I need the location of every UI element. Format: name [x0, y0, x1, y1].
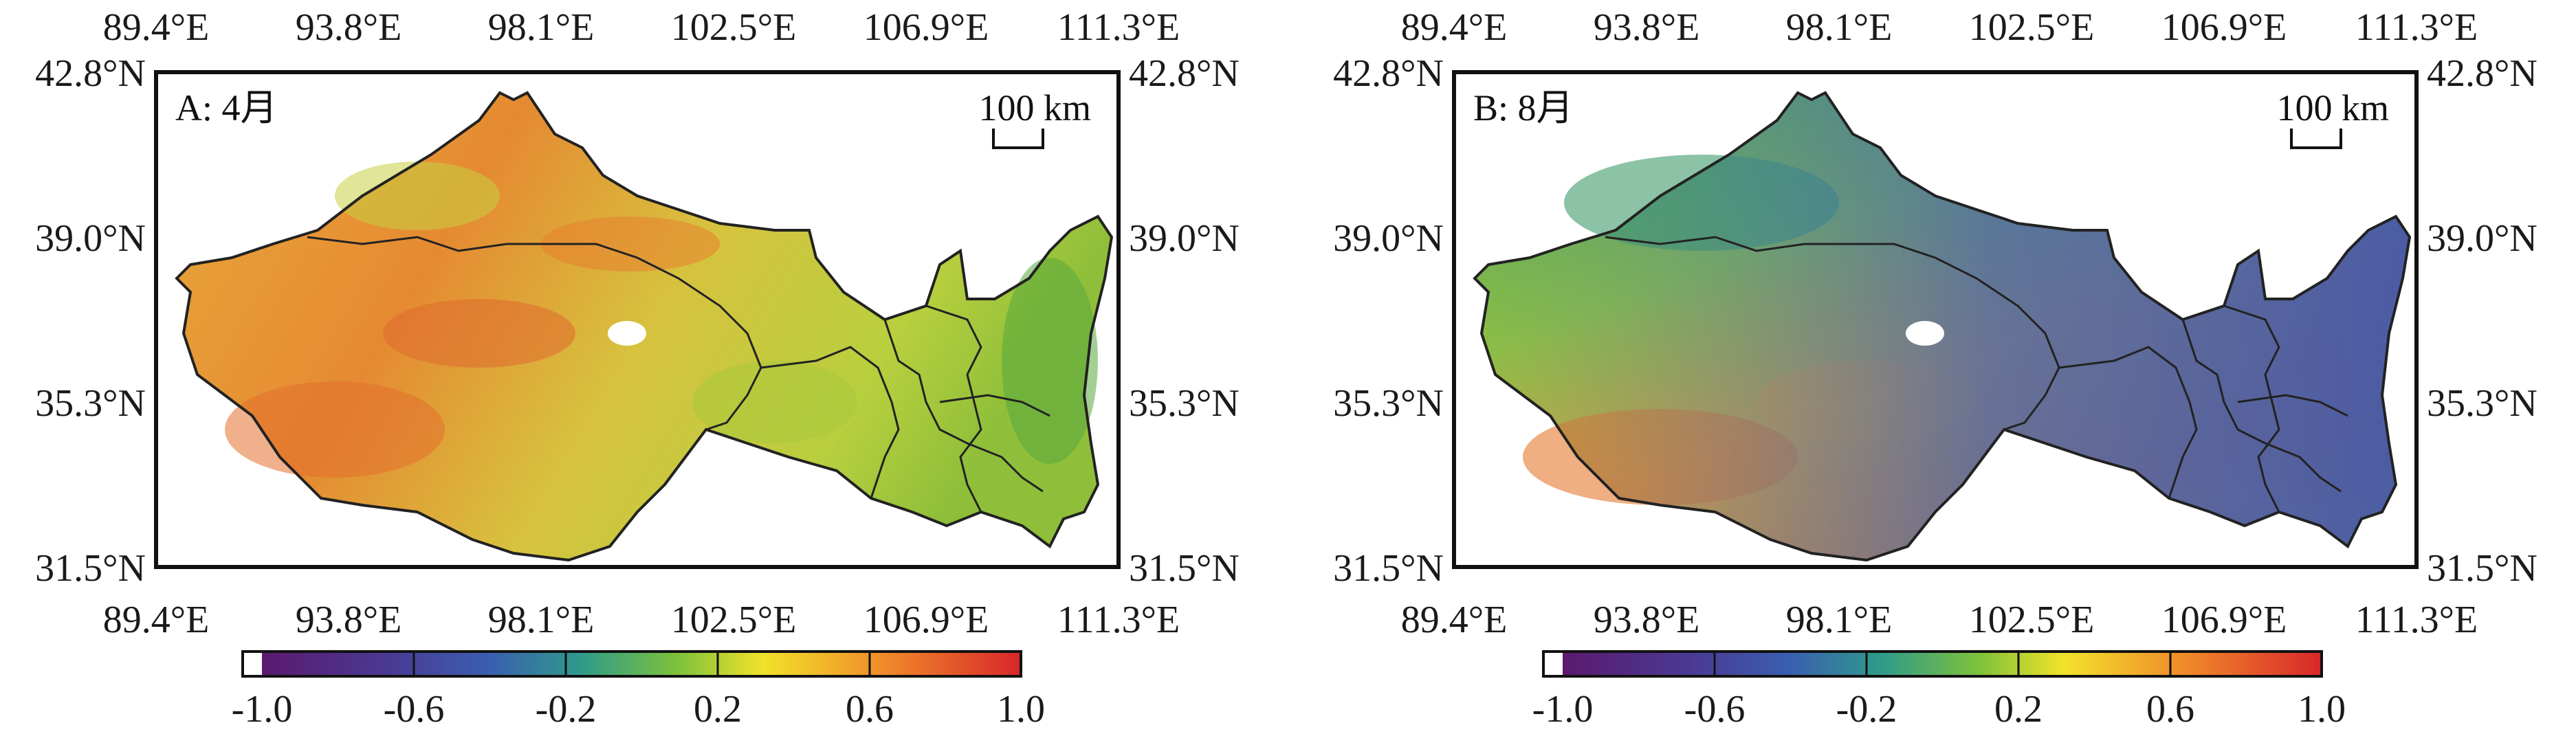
panel-a-y-ticks-left: 42.8°N 39.0°N 35.3°N 31.5°N [35, 52, 146, 590]
panel-b-ytick-left-1: 39.0°N [1333, 217, 1444, 260]
panel-a-xtick-bottom-5: 111.3°E [1057, 599, 1180, 641]
panel-b-scale-bar [2290, 129, 2342, 149]
panel-a-colorbar-gradient [262, 652, 1021, 676]
panel-b-colorbar-gradient [1563, 652, 2322, 676]
panel-b-ytick-left-0: 42.8°N [1333, 52, 1444, 95]
panel-b-y-ticks-left: 42.8°N 39.0°N 35.3°N 31.5°N [1333, 52, 1444, 590]
panel-a-cbar-label-5: 1.0 [997, 688, 1045, 731]
panel-a-ytick-left-3: 31.5°N [35, 547, 146, 590]
panel-b-ytick-left-3: 31.5°N [1333, 547, 1444, 590]
panel-b-xtick-bottom-1: 93.8°E [1594, 599, 1700, 641]
panel-b-xtick-top-5: 111.3°E [2355, 6, 2478, 49]
panel-a-xtick-bottom-1: 93.8°E [296, 599, 402, 641]
panel-b-cbar-label-4: 0.6 [2146, 688, 2194, 731]
panel-a-ytick-right-0: 42.8°N [1129, 52, 1240, 95]
panel-a-x-ticks-top: 89.4°E 93.8°E 98.1°E 102.5°E 106.9°E 111… [103, 6, 1180, 49]
panel-a-ytick-right-3: 31.5°N [1129, 547, 1240, 590]
panel-b: B: 8月 100 km [1452, 70, 2419, 569]
panel-b-cbar-label-5: 1.0 [2298, 688, 2346, 731]
panel-a-ytick-left-1: 39.0°N [35, 217, 146, 260]
panel-b-cbar-label-3: 0.2 [1994, 688, 2043, 731]
panel-a-xtick-bottom-2: 98.1°E [488, 599, 595, 641]
panel-b-lake [1906, 321, 1944, 346]
panel-b-cbar-label-2: -0.2 [1836, 688, 1897, 731]
panel-b-scale-label: 100 km [2276, 87, 2389, 129]
panel-a-colorbar-nodata [243, 652, 262, 676]
panel-a-cbar-label-1: -0.6 [384, 688, 445, 731]
panel-b-cbar-label-0: -1.0 [1532, 688, 1594, 731]
panel-b-x-ticks-top: 89.4°E 93.8°E 98.1°E 102.5°E 106.9°E 111… [1401, 6, 2478, 49]
panel-a-label: A: 4月 [175, 87, 278, 129]
panel-a-scale-label: 100 km [978, 87, 1091, 129]
panel-a-y-ticks-right: 42.8°N 39.0°N 35.3°N 31.5°N [1129, 52, 1240, 590]
panel-a-xtick-bottom-0: 89.4°E [103, 599, 210, 641]
panel-a-lake [608, 321, 646, 346]
panel-b-xtick-top-4: 106.9°E [2161, 6, 2287, 49]
panel-a-xtick-top-1: 93.8°E [296, 6, 402, 49]
panel-a-texture [225, 162, 1098, 478]
panel-b-label: B: 8月 [1473, 87, 1574, 129]
panel-a-cbar-label-3: 0.2 [694, 688, 742, 731]
panel-b-ytick-right-1: 39.0°N [2427, 217, 2538, 260]
panel-b-colorbar-frame [1542, 650, 2323, 678]
panel-a-xtick-top-3: 102.5°E [671, 6, 797, 49]
panel-a-colorbar-frame [241, 650, 1022, 678]
panel-a-ytick-left-0: 42.8°N [35, 52, 146, 95]
panel-a-cbar-label-2: -0.2 [536, 688, 597, 731]
panel-a-colorbar: -1.0 -0.6 -0.2 0.2 0.6 1.0 [232, 650, 1045, 731]
panel-b-ytick-right-3: 31.5°N [2427, 547, 2538, 590]
panel-b-ytick-left-2: 35.3°N [1333, 382, 1444, 425]
panel-a-scale-bar [992, 129, 1044, 149]
panel-b-cbar-label-1: -0.6 [1684, 688, 1746, 731]
panel-a-xtick-bottom-3: 102.5°E [671, 599, 797, 641]
panel-b-x-ticks-bottom: 89.4°E 93.8°E 98.1°E 102.5°E 106.9°E 111… [1401, 599, 2478, 641]
panel-b-xtick-top-3: 102.5°E [1969, 6, 2095, 49]
panel-b-xtick-top-1: 93.8°E [1594, 6, 1700, 49]
panel-b-xtick-bottom-2: 98.1°E [1786, 599, 1893, 641]
panel-a-xtick-top-5: 111.3°E [1057, 6, 1180, 49]
panel-b-xtick-bottom-0: 89.4°E [1401, 599, 1508, 641]
panel-a-cbar-label-0: -1.0 [232, 688, 293, 731]
panel-a-cbar-label-4: 0.6 [846, 688, 894, 731]
panel-b-y-ticks-right: 42.8°N 39.0°N 35.3°N 31.5°N [2427, 52, 2538, 590]
panel-b-ytick-right-2: 35.3°N [2427, 382, 2538, 425]
panel-a-xtick-top-2: 98.1°E [488, 6, 595, 49]
panel-b-ytick-right-0: 42.8°N [2427, 52, 2538, 95]
panel-a-ytick-right-2: 35.3°N [1129, 382, 1240, 425]
panel-a-ytick-right-1: 39.0°N [1129, 217, 1240, 260]
panel-a-xtick-top-0: 89.4°E [103, 6, 210, 49]
panel-a-xtick-top-4: 106.9°E [863, 6, 989, 49]
panel-a-xtick-bottom-4: 106.9°E [863, 599, 989, 641]
panel-a-x-ticks-bottom: 89.4°E 93.8°E 98.1°E 102.5°E 106.9°E 111… [103, 599, 1180, 641]
panel-b-xtick-top-0: 89.4°E [1401, 6, 1508, 49]
panel-a: A: 4月 100 km [154, 70, 1121, 569]
panel-b-xtick-top-2: 98.1°E [1786, 6, 1893, 49]
panel-b-colorbar: -1.0 -0.6 -0.2 0.2 0.6 1.0 [1532, 650, 2346, 731]
panel-b-xtick-bottom-3: 102.5°E [1969, 599, 2095, 641]
panel-b-colorbar-nodata [1543, 652, 1563, 676]
panel-b-xtick-bottom-4: 106.9°E [2161, 599, 2287, 641]
panel-a-ytick-left-2: 35.3°N [35, 382, 146, 425]
panel-b-xtick-bottom-5: 111.3°E [2355, 599, 2478, 641]
